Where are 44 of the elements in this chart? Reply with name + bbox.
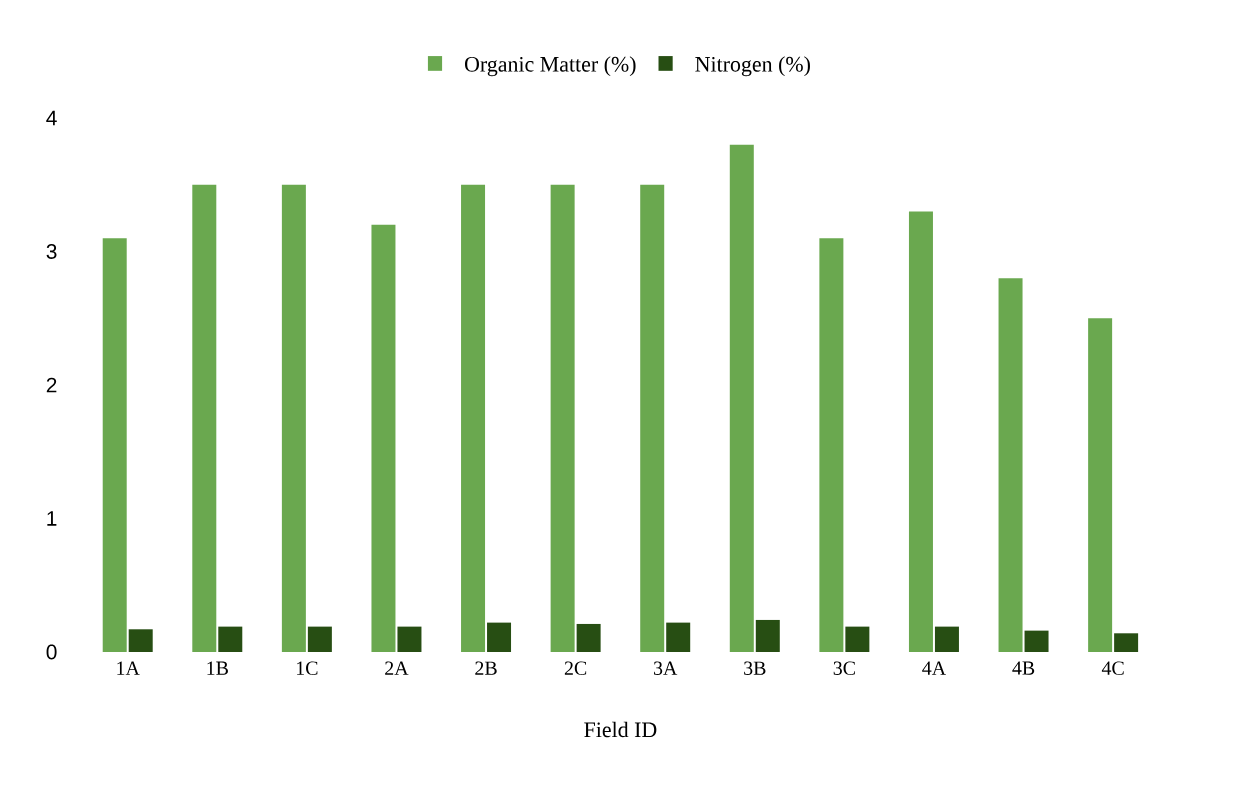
y-tick-label: 3 [46, 244, 57, 259]
legend-label: Nitrogen (%) [695, 56, 810, 77]
bar [666, 622, 691, 652]
bar [102, 238, 127, 652]
bar [1024, 630, 1049, 652]
bar [755, 619, 780, 652]
legend-label: Organic Matter (%) [464, 56, 636, 77]
bar [461, 184, 486, 652]
bar [550, 184, 575, 652]
x-tick-label: 1C [297, 661, 318, 675]
bar [281, 184, 306, 652]
y-tick-label: 2 [46, 377, 57, 393]
bar [819, 238, 844, 652]
bar [218, 626, 243, 652]
bar [845, 626, 870, 652]
y-tick-label: 0 [46, 644, 57, 660]
bar [729, 144, 754, 652]
bar [576, 623, 601, 652]
x-tick-label: 2B [475, 661, 497, 675]
bar [908, 211, 933, 652]
bar [1114, 633, 1139, 652]
bar [128, 629, 153, 652]
bar [640, 184, 665, 652]
y-tick-label: 1 [47, 511, 57, 526]
x-tick-label: 3A [653, 661, 678, 675]
bar [998, 278, 1023, 652]
bar [487, 622, 512, 652]
bar [1088, 318, 1113, 652]
x-tick-label: 3B [744, 661, 766, 675]
x-tick-label: 4B [1012, 661, 1035, 675]
x-tick-label: 3C [833, 661, 855, 675]
x-tick-label: 1B [207, 661, 228, 675]
bar [934, 626, 959, 652]
bar [397, 626, 422, 652]
bar [371, 224, 396, 652]
x-tick-label: 4A [922, 661, 946, 675]
x-tick-label: 4C [1101, 661, 1124, 675]
x-tick-label: 2A [385, 661, 409, 675]
x-tick-label: 1A [117, 661, 140, 675]
y-tick-label: 4 [46, 110, 57, 126]
bar [307, 626, 332, 652]
x-axis-title: Field ID [584, 721, 657, 738]
bar [192, 184, 217, 652]
x-tick-label: 2C [564, 661, 587, 675]
